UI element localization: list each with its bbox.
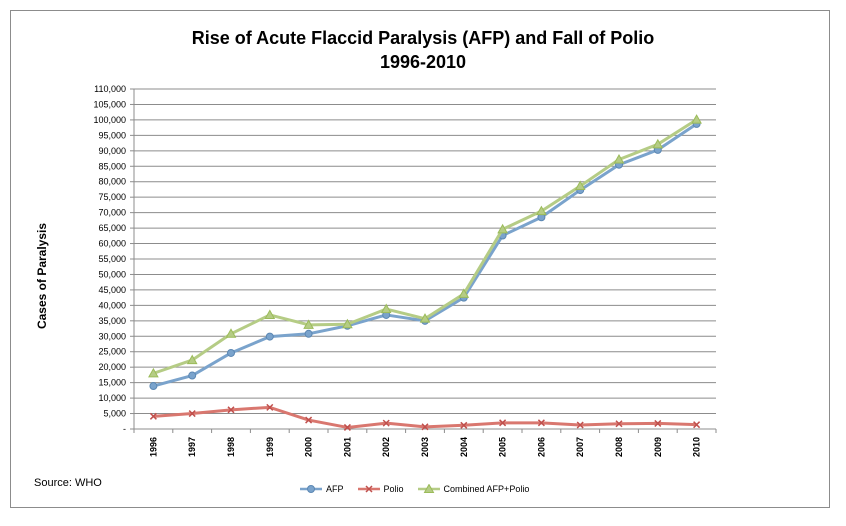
gridlines [130,88,716,430]
x-tick-labels: 1996 1997 1998 1999 2000 2001 2002 2003 2004 2005… [148,437,701,457]
data-point-combined-afp-polio [342,318,353,329]
data-point-combined-afp-polio [419,313,431,323]
source-note: Source: WHO [34,477,102,489]
data-point-combined-afp-polio [186,354,198,365]
data-point-combined-afp-polio [574,180,586,191]
data-point-combined-afp-polio [458,288,470,298]
data-point-combined-afp-polio [303,319,314,329]
x-tick-label: 2001 [342,437,352,457]
series-lines [148,114,702,431]
y-tick-label: 10,000 [98,393,126,403]
x-tick-label: 2008 [614,437,624,457]
axes [133,89,717,433]
x-tick-label: 1999 [265,437,275,457]
data-point-afp [227,348,235,357]
data-point-polio [266,403,274,411]
data-point-combined-afp-polio [652,138,664,149]
y-tick-label: 25,000 [98,347,126,357]
x-tick-label: 1997 [187,437,197,457]
data-point-polio [537,419,545,427]
data-point-combined-afp-polio [536,205,547,216]
data-point-polio [305,416,313,424]
data-point-combined-afp-polio [497,223,508,234]
data-point-combined-afp-polio [148,367,159,378]
data-point-polio [576,421,584,429]
y-tick-label: 15,000 [98,378,126,388]
legend-label: Combined AFP+Polio [443,484,530,494]
data-point-polio [188,410,196,418]
x-tick-label: 2009 [653,437,663,457]
x-tick-label: 1998 [226,437,236,457]
y-tick-label: 75,000 [98,192,126,202]
y-tick-label: 60,000 [98,239,126,249]
chart-subtitle: 1996-2010 [379,52,467,72]
data-point-afp [188,371,197,380]
data-point-combined-afp-polio [264,309,276,319]
legend-swatch [357,485,380,493]
data-point-polio [227,406,235,414]
data-point-polio [499,419,507,427]
legend-label: Polio [383,484,404,494]
legend-item: AFP [300,484,344,494]
y-tick-label: 95,000 [98,130,126,140]
x-tick-label: 2000 [304,437,314,457]
data-point-combined-afp-polio [380,303,392,314]
y-tick-label: 65,000 [98,223,126,233]
y-tick-label: 5,000 [103,409,126,419]
series-line-polio [153,405,697,429]
y-tick-label: 40,000 [98,300,126,310]
data-point-polio [149,412,157,420]
y-tick-label: 30,000 [98,331,126,341]
data-point-polio [343,423,351,431]
y-tick-label: 35,000 [98,316,126,326]
y-tick-labels: - 5,000 10,000 15,000 20,000 25,000 30,000 35,0… [93,84,126,434]
y-tick-label: 105,000 [93,99,126,109]
x-tick-label: 2002 [381,437,391,457]
x-tick-label: 2010 [692,437,702,457]
data-point-afp [149,382,158,391]
legend-item: Combined AFP+Polio [417,484,530,494]
x-tick-label: 2007 [575,437,585,457]
data-point-combined-afp-polio [691,114,702,124]
y-tick-label: 90,000 [98,146,126,156]
data-point-polio [654,419,662,427]
y-tick-label: 55,000 [98,254,126,264]
y-tick-label: 80,000 [98,177,126,187]
data-point-combined-afp-polio [613,153,625,164]
legend-swatch-marker [423,484,434,493]
y-tick-label: 70,000 [98,208,126,218]
y-tick-label: 100,000 [93,115,126,125]
y-tick-label: 50,000 [98,269,126,279]
x-tick-label: 2004 [459,437,469,457]
x-tick-label: 2003 [420,437,430,457]
data-point-polio [382,419,390,427]
legend-swatch [300,485,322,493]
x-tick-label: 2005 [498,437,508,457]
data-point-polio [693,421,701,429]
chart-title: Rise of Acute Flaccid Paralysis (AFP) an… [191,28,655,48]
y-tick-label: - [123,424,126,434]
y-tick-label: 45,000 [98,285,126,295]
x-tick-label: 1996 [148,437,158,457]
data-point-afp [265,332,274,341]
data-point-polio [460,421,468,429]
legend-swatch [417,484,440,493]
y-tick-label: 20,000 [98,362,126,372]
y-tick-label: 85,000 [98,161,126,171]
data-point-combined-afp-polio [225,328,237,338]
data-point-polio [615,420,623,428]
x-tick-label: 2006 [536,437,546,457]
data-point-polio [421,423,429,431]
y-tick-label: 110,000 [94,84,126,94]
legend-swatch-marker [307,485,315,493]
legend-item: Polio [357,484,404,494]
legend-label: AFP [326,484,344,494]
legend: AFP Polio Combined AFP+Polio [300,484,529,494]
legend-swatch-marker [364,485,373,493]
data-point-afp [304,329,313,338]
